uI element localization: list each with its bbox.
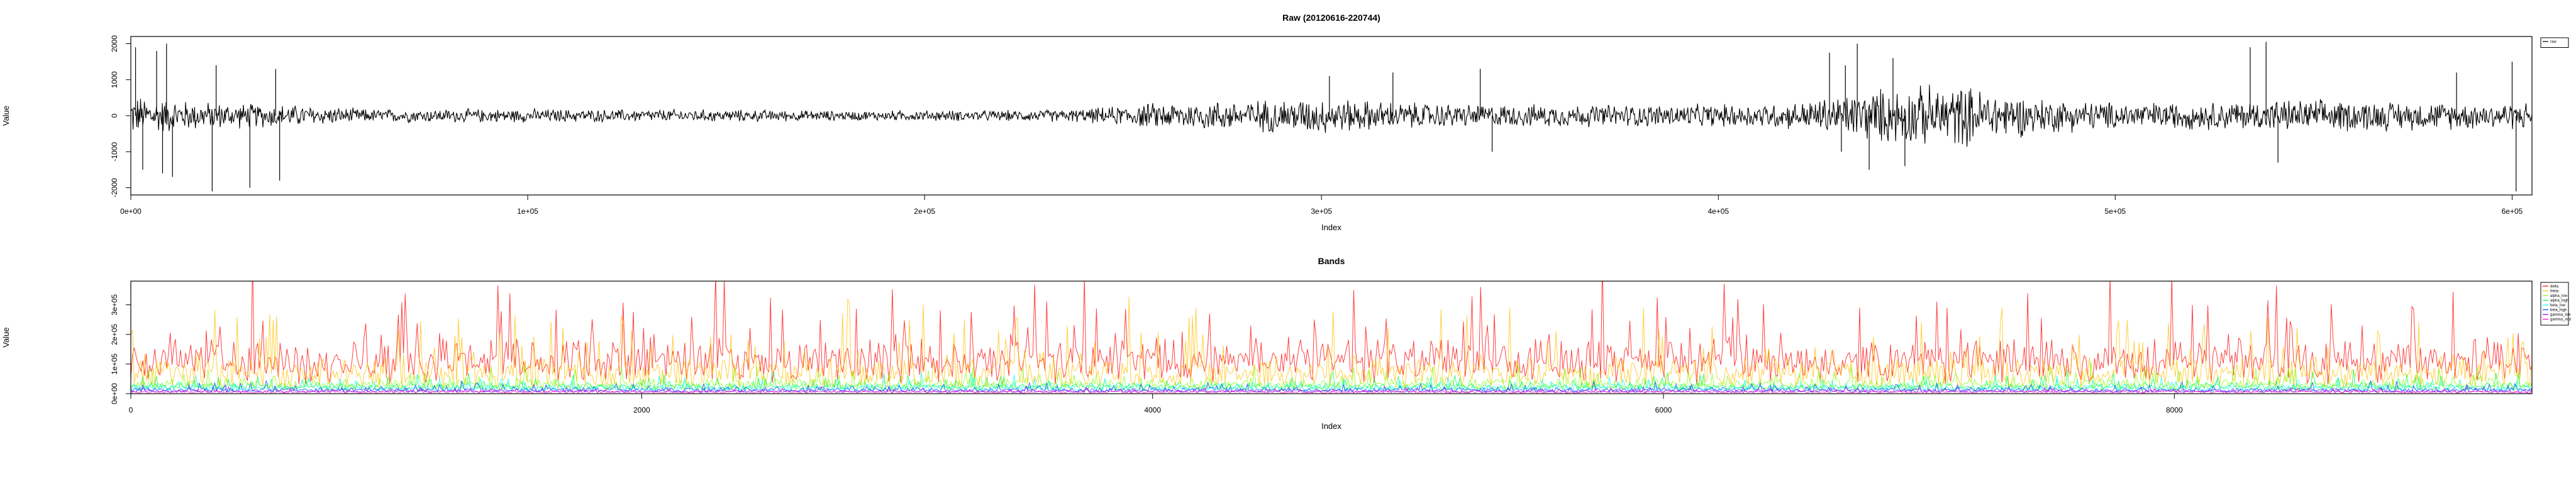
legend-entry: beta_low (2550, 304, 2566, 308)
series-line-gamma-low (131, 383, 2532, 394)
plot-frame (130, 280, 2533, 394)
bands-chart: Bands Index Value 0 2000 4000 6000 8000 0e+00 1e+… (1, 256, 2571, 431)
x-tick-label: 8000 (2166, 406, 2183, 414)
chart-title: Bands (1318, 256, 1345, 266)
y-tick-label: 1000 (110, 71, 119, 88)
x-tick-label: 4e+05 (1707, 207, 1729, 216)
y-axis-label: Value (1, 106, 11, 126)
legend-entry: theta (2550, 290, 2559, 294)
x-tick-label: 6000 (1655, 406, 1672, 414)
x-tick-label: 6e+05 (2502, 207, 2523, 216)
plot-area (131, 281, 2532, 394)
y-tick-label: 2e+05 (110, 324, 119, 345)
x-tick-label: 2e+05 (914, 207, 935, 216)
y-tick-label: 2000 (110, 35, 119, 52)
x-axis-label: Index (1321, 421, 1341, 431)
x-axis-label: Index (1321, 223, 1341, 232)
legend-entry: gamma_mid (2550, 318, 2571, 322)
y-tick-label: -2000 (110, 178, 119, 197)
x-tick-label: 1e+05 (517, 207, 538, 216)
legend-entry: alpha_high (2550, 299, 2568, 303)
plot-frame (130, 36, 2533, 196)
legend-entry: alpha_low (2550, 294, 2568, 298)
plot-area (131, 42, 2532, 192)
series-line-delta (131, 281, 2532, 385)
x-tick-label: 3e+05 (1311, 207, 1332, 216)
legend: deltathetaalpha_lowalpha_highbeta_lowbet… (2540, 282, 2571, 326)
series-line-theta (131, 296, 2532, 390)
legend-entry: gamma_low (2550, 313, 2571, 317)
legend-box (2540, 282, 2569, 326)
y-tick-label: 0e+00 (110, 383, 119, 404)
legend-box (2540, 37, 2569, 48)
series-line-beta-high (131, 380, 2532, 394)
y-tick-label: -1000 (110, 142, 119, 162)
series-line-alpha-high (131, 369, 2532, 393)
legend: raw (2540, 37, 2569, 48)
chart-title: Raw (20120616-220744) (1282, 13, 1380, 23)
legend-entry: raw (2550, 40, 2557, 44)
series-line-raw (131, 84, 2532, 147)
x-tick-label: 0e+00 (120, 207, 142, 216)
x-tick-label: 5e+05 (2105, 207, 2126, 216)
y-tick-label: 0 (110, 113, 119, 118)
y-axis-label: Value (1, 327, 11, 347)
legend-entry: delta (2550, 285, 2559, 289)
series-line-gamma-mid (131, 387, 2532, 394)
y-tick-label: 3e+05 (110, 294, 119, 316)
x-tick-label: 4000 (1144, 406, 1161, 414)
legend-entry: beta_high (2550, 309, 2567, 313)
x-tick-label: 2000 (633, 406, 650, 414)
x-tick-label: 0 (129, 406, 133, 414)
raw-chart: Raw (20120616-220744) Index Value 0e+00 1e+0… (1, 13, 2569, 232)
y-tick-label: 1e+05 (110, 353, 119, 375)
